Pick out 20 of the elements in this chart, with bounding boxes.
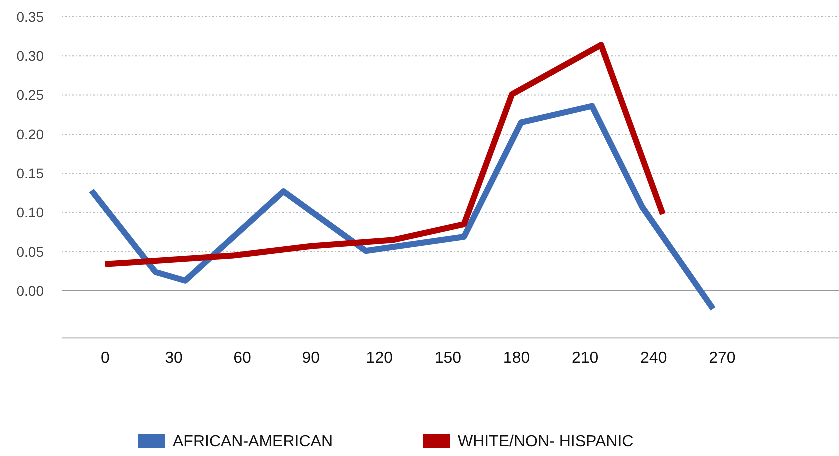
- y-tick-label: 0.20: [16, 126, 44, 142]
- x-tick-label: 150: [434, 350, 462, 367]
- y-tick-label: 0.30: [16, 48, 44, 64]
- x-tick-label: 240: [640, 350, 668, 367]
- x-tick-label: 0: [100, 350, 110, 367]
- x-tick-label: 210: [572, 350, 599, 367]
- x-tick-label: 120: [366, 350, 394, 367]
- y-tick-label: 0.05: [16, 244, 44, 260]
- x-tick-label: 60: [234, 350, 252, 367]
- y-tick-label: 0.00: [16, 282, 44, 299]
- y-tick-label: 0.25: [16, 87, 44, 104]
- legend-label: WHITE/NON- HISPANIC: [458, 434, 634, 451]
- y-tick-label: 0.10: [16, 204, 44, 221]
- legend-label: AFRICAN-AMERICAN: [173, 434, 334, 451]
- x-tick-label: 30: [165, 350, 183, 367]
- x-tick-label: 270: [709, 350, 736, 367]
- y-tick-label: 0.35: [16, 8, 44, 25]
- x-tick-label: 180: [503, 350, 530, 367]
- y-tick-label: 0.15: [16, 165, 44, 182]
- x-tick-label: 90: [302, 350, 320, 367]
